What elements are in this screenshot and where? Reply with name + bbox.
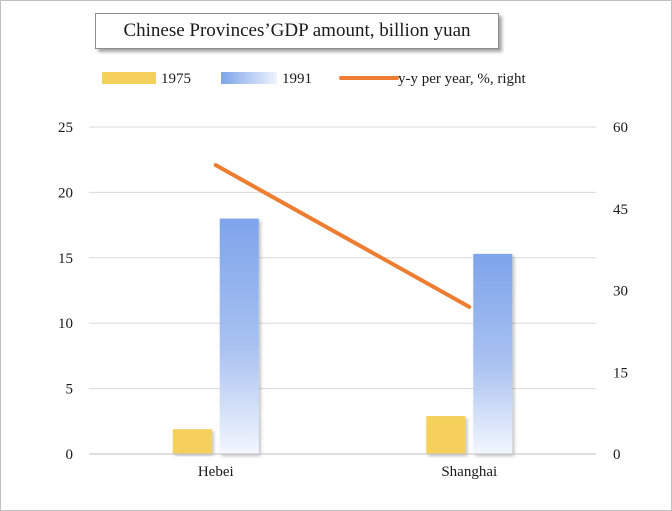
- legend-label-y-y-per-year-right: y-y per year, %, right: [398, 71, 527, 87]
- y-left-tick-25: 25: [58, 120, 73, 136]
- x-tick-shanghai: Shanghai: [441, 464, 497, 480]
- y-left-tick-5: 5: [66, 382, 74, 398]
- y-left-tick-20: 20: [58, 185, 73, 201]
- bar-1991-shanghai: [473, 253, 513, 454]
- legend-swatch-1975: [102, 72, 156, 84]
- line-y-y-per-year-right: [213, 163, 472, 309]
- legend-label-1991: 1991: [282, 71, 312, 87]
- y-right-tick-30: 30: [613, 284, 628, 300]
- y-right-tick-60: 60: [613, 120, 628, 136]
- chart-title: Chinese Provinces’GDP amount, billion yu…: [95, 13, 499, 49]
- y-right-tick-0: 0: [613, 447, 621, 463]
- y-left-tick-10: 10: [58, 316, 73, 332]
- y-left-tick-0: 0: [66, 447, 74, 463]
- bar-1975-hebei: [172, 429, 212, 454]
- legend: 1975 1991 y-y per year, %, right: [102, 71, 527, 87]
- y-left-tick-15: 15: [58, 251, 73, 267]
- y-right-tick-15: 15: [613, 365, 628, 381]
- axes: 0 5 10 15 20 25 0 15 30 45 60 Hebei Shanghai: [58, 120, 628, 480]
- legend-swatch-1991: [221, 72, 277, 84]
- legend-label-1975: 1975: [161, 71, 191, 87]
- bar-1975-shanghai: [426, 416, 466, 454]
- line-series: [213, 163, 472, 309]
- y-right-tick-45: 45: [613, 202, 628, 218]
- gridlines: [89, 126, 596, 455]
- bars: [172, 218, 513, 454]
- x-tick-hebei: Hebei: [198, 464, 234, 480]
- bar-1991-hebei: [219, 218, 259, 454]
